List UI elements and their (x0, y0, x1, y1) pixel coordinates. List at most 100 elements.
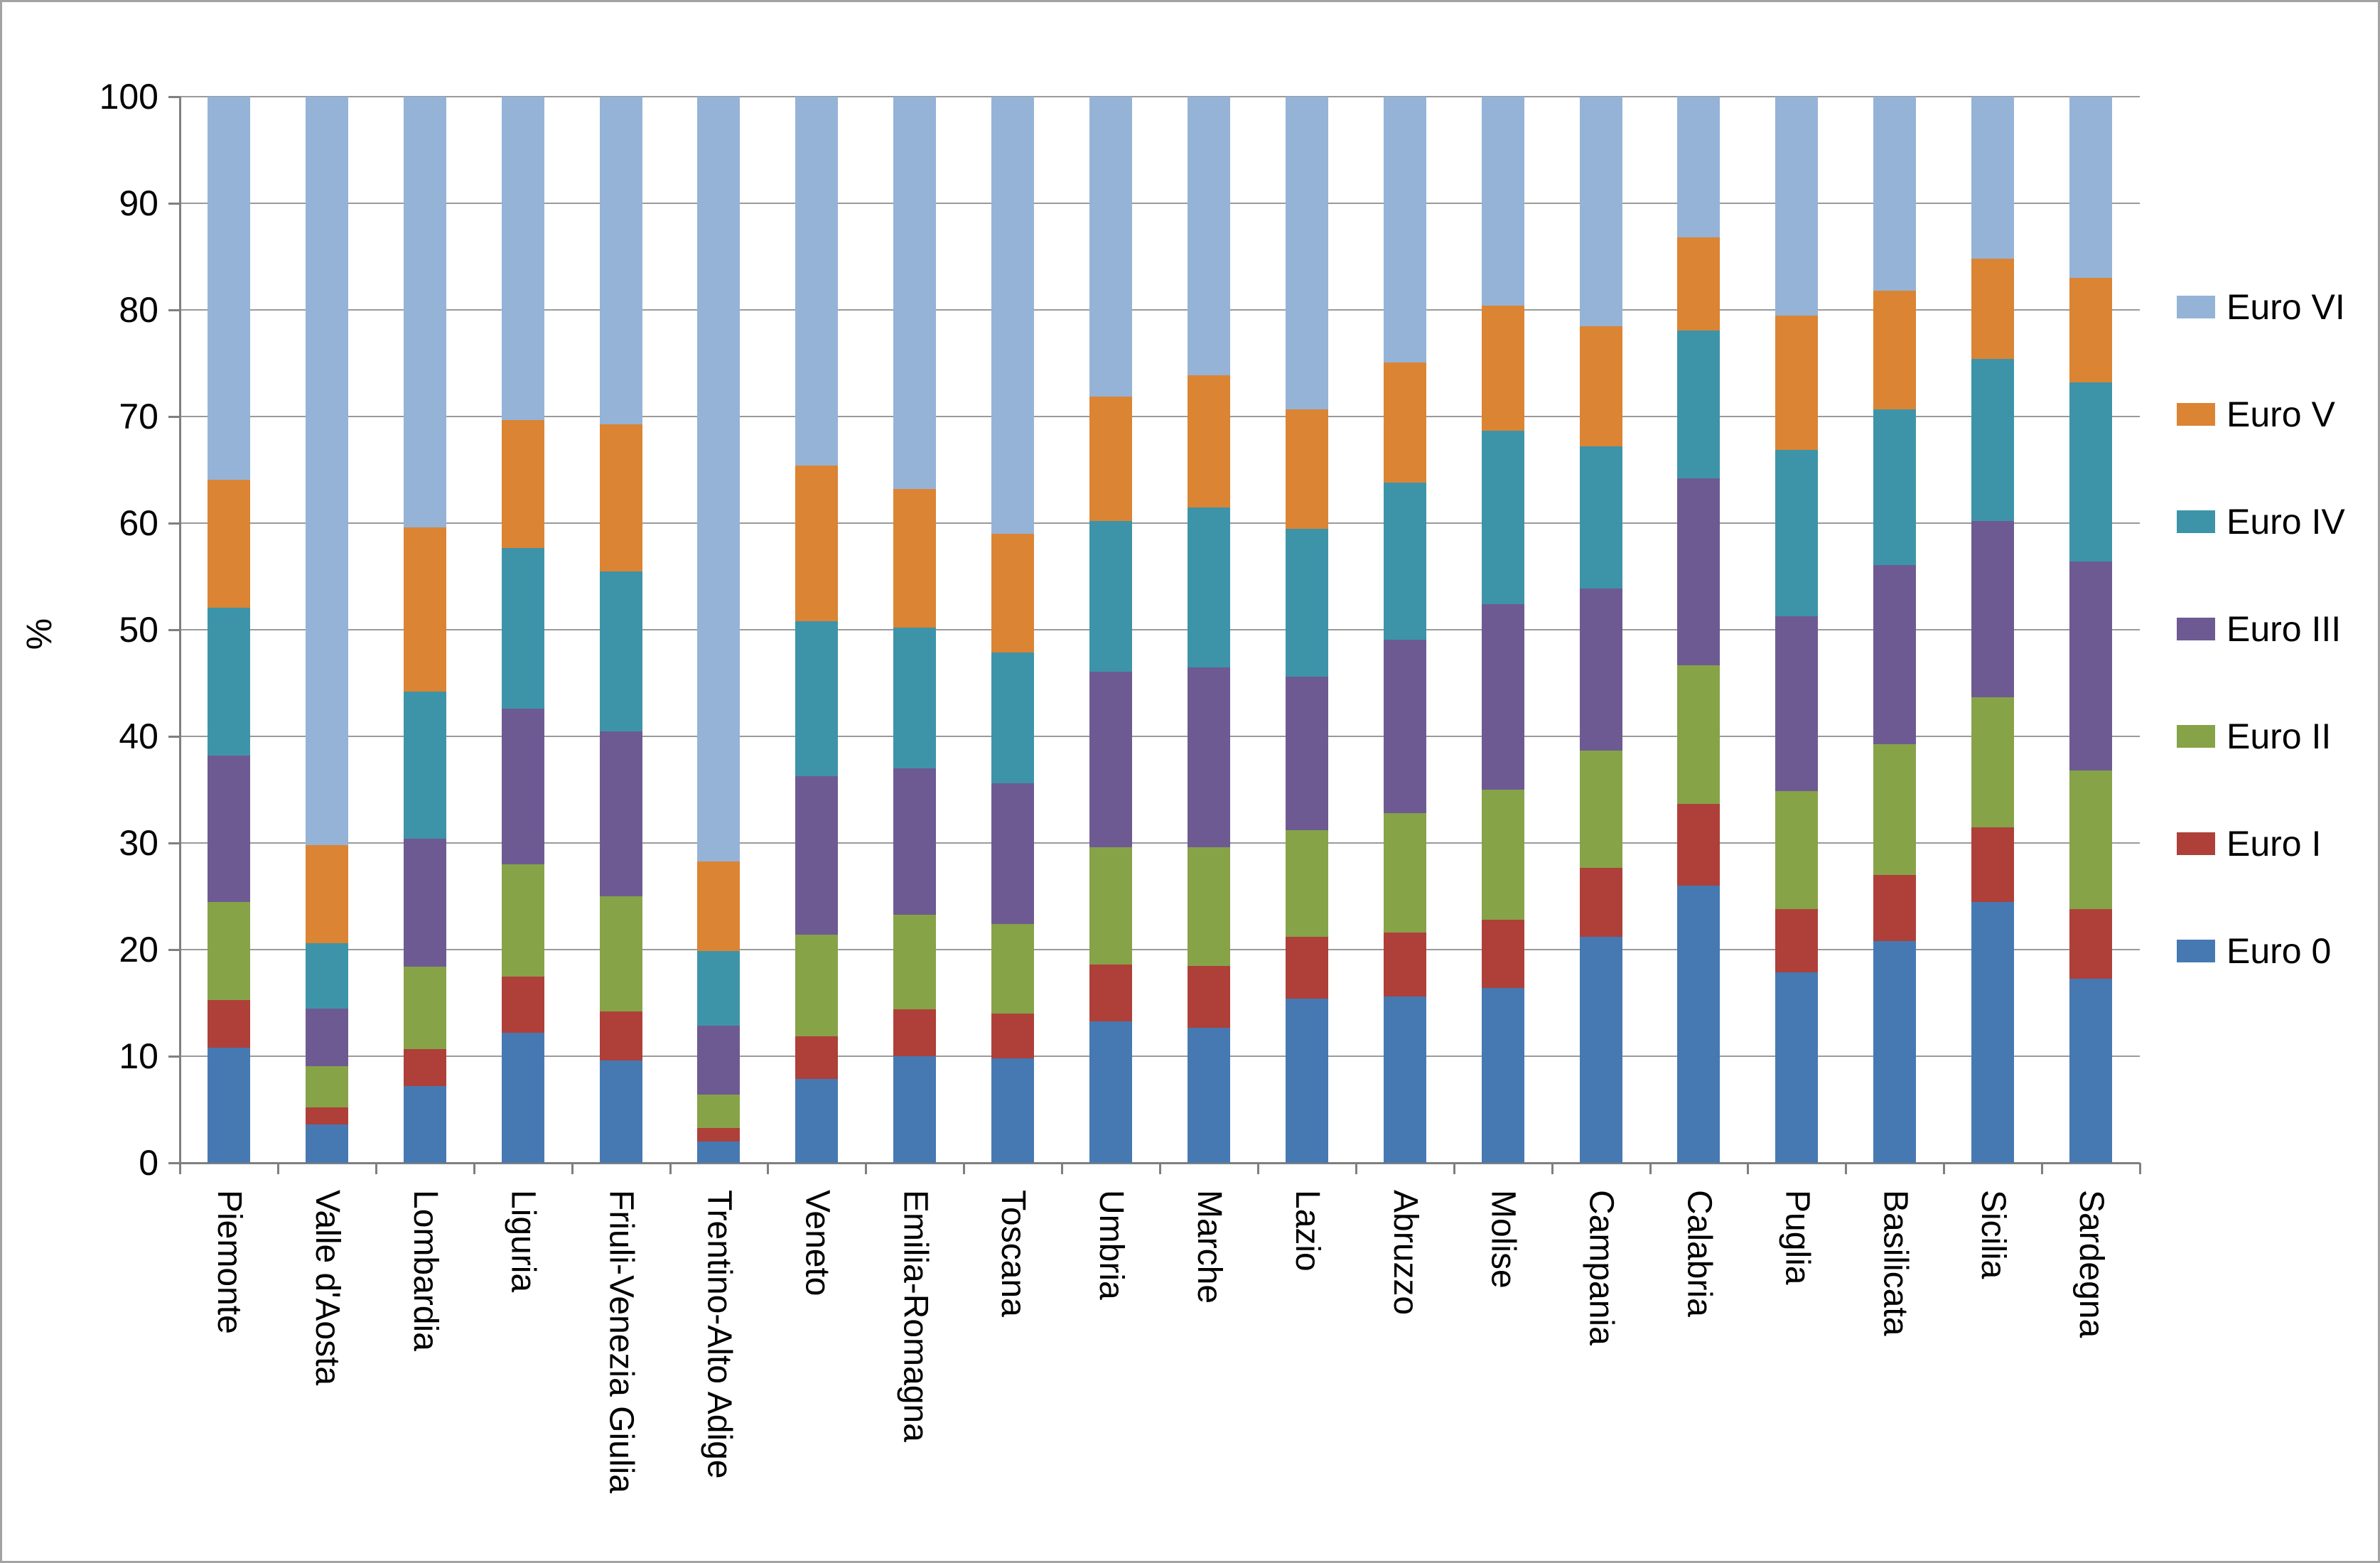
x-category-label: Abruzzo (1386, 1190, 1424, 1316)
x-axis-tick (1551, 1163, 1554, 1174)
bar-segment-euro-iii (697, 1025, 741, 1095)
x-axis-tick (1159, 1163, 1161, 1174)
bar-segment-euro-v (991, 534, 1035, 652)
x-axis-tick (1649, 1163, 1652, 1174)
x-category-label: Liguria (504, 1190, 542, 1293)
bar-segment-euro-ii (1383, 813, 1426, 933)
bar-segment-euro-vi (1971, 97, 2015, 259)
legend-entry-euro-iv: Euro IV (2177, 501, 2345, 542)
x-category-label: Veneto (798, 1190, 836, 1296)
bar-segment-euro-i (1481, 920, 1524, 988)
bar-segment-euro-iv (1383, 483, 1426, 640)
bar-segment-euro-0 (1383, 997, 1426, 1163)
bar-segment-euro-v (403, 527, 446, 692)
y-tick-label: 30 (119, 823, 158, 863)
bar-segment-euro-i (795, 1036, 839, 1079)
x-category-label: Calabria (1680, 1190, 1718, 1317)
bar-segment-euro-i (305, 1107, 348, 1124)
y-axis-tick (168, 1162, 180, 1164)
bar-segment-euro-v (893, 489, 937, 628)
bar-segment-euro-v (305, 845, 348, 943)
bar-segment-euro-i (697, 1127, 741, 1142)
legend-entry-euro-iii: Euro III (2177, 608, 2341, 650)
y-tick-label: 50 (119, 610, 158, 650)
bar-segment-euro-0 (795, 1078, 839, 1163)
bar-segment-euro-i (1579, 867, 1622, 937)
bar-segment-euro-vi (1187, 97, 1230, 375)
bar-segment-euro-iii (893, 768, 937, 915)
bar-segment-euro-iv (893, 628, 937, 768)
bar-segment-euro-0 (1775, 972, 1819, 1163)
y-axis-tick (168, 842, 180, 844)
bar-segment-euro-0 (1089, 1021, 1133, 1163)
bar-segment-euro-i (2069, 909, 2113, 979)
x-category-label: Molise (1484, 1190, 1522, 1289)
gridline (180, 629, 2140, 630)
bar-segment-euro-v (1677, 237, 1721, 331)
bar-segment-euro-iii (1677, 478, 1721, 665)
bar-segment-euro-v (1579, 326, 1622, 446)
gridline (180, 949, 2140, 950)
bar-segment-euro-iii (1873, 564, 1917, 744)
bar-segment-euro-i (991, 1014, 1035, 1058)
bar-segment-euro-0 (2069, 978, 2113, 1163)
bar-segment-euro-i (1285, 937, 1328, 999)
x-axis-tick (963, 1163, 966, 1174)
bar-segment-euro-i (1775, 909, 1819, 972)
bar-segment-euro-ii (1481, 790, 1524, 920)
x-axis-tick (1943, 1163, 1946, 1174)
x-axis-tick (865, 1163, 868, 1174)
bar-segment-euro-i (599, 1011, 642, 1060)
gridline (180, 736, 2140, 737)
x-category-label: Campania (1582, 1190, 1620, 1346)
bar-segment-euro-i (1873, 875, 1917, 941)
legend-swatch-icon (2177, 725, 2215, 748)
x-category-label: Sardegna (2072, 1190, 2111, 1338)
bar-segment-euro-iii (403, 839, 446, 967)
bar-segment-euro-vi (1383, 97, 1426, 362)
bar-segment-euro-iii (207, 756, 250, 902)
x-axis-tick (276, 1163, 279, 1174)
gridline (180, 203, 2140, 204)
bar-segment-euro-ii (2069, 770, 2113, 909)
bar-segment-euro-iii (1383, 639, 1426, 813)
bar-segment-euro-vi (1089, 97, 1133, 397)
legend-entry-euro-i: Euro I (2177, 823, 2321, 864)
legend-swatch-icon (2177, 403, 2215, 426)
bar-segment-euro-ii (1579, 750, 1622, 868)
bar-segment-euro-v (1089, 396, 1133, 521)
bar-segment-euro-iii (795, 775, 839, 935)
bar-segment-euro-iv (1775, 449, 1819, 616)
bar-segment-euro-iv (1481, 430, 1524, 604)
bar-segment-euro-iv (1187, 507, 1230, 667)
bar-segment-euro-0 (1677, 886, 1721, 1163)
x-axis-tick (375, 1163, 377, 1174)
legend-swatch-icon (2177, 940, 2215, 962)
bar-segment-euro-vi (1775, 97, 1819, 316)
bar-segment-euro-i (207, 999, 250, 1048)
legend-entry-euro-vi: Euro VI (2177, 286, 2345, 328)
bar-segment-euro-v (1383, 362, 1426, 483)
x-category-label: Friuli-Venezia Giulia (602, 1190, 640, 1493)
bar-segment-euro-iv (1089, 521, 1133, 672)
bar-segment-euro-ii (697, 1095, 741, 1128)
y-axis-tick (168, 949, 180, 951)
y-axis-line (179, 97, 181, 1163)
bar-segment-euro-vi (403, 97, 446, 527)
bar-segment-euro-0 (1285, 999, 1328, 1163)
bar-segment-euro-vi (1481, 97, 1524, 306)
x-axis-tick (669, 1163, 672, 1174)
bar-segment-euro-iv (305, 943, 348, 1009)
bar-segment-euro-ii (1677, 665, 1721, 804)
bar-segment-euro-0 (501, 1033, 544, 1163)
bar-segment-euro-ii (207, 901, 250, 1000)
y-axis-tick (168, 96, 180, 98)
y-axis-tick (168, 309, 180, 311)
x-category-label: Umbria (1092, 1190, 1131, 1300)
bar-segment-euro-ii (1873, 743, 1917, 875)
bar-segment-euro-ii (1187, 847, 1230, 966)
y-tick-label: 0 (139, 1143, 158, 1183)
gridline (180, 522, 2140, 524)
bar-segment-euro-iv (501, 547, 544, 709)
